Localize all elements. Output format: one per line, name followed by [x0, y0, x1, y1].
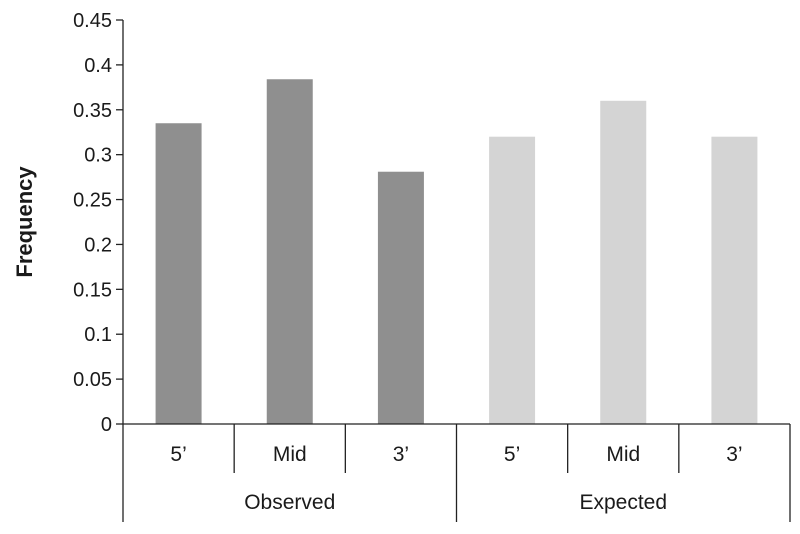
- x-group-label: Expected: [579, 491, 667, 514]
- x-category-label: 3’: [393, 443, 409, 466]
- y-tick-label: 0.3: [84, 145, 112, 167]
- bars: [155, 79, 758, 425]
- y-tick-label: 0.45: [73, 10, 112, 32]
- bar-observed-2: [266, 79, 313, 425]
- bar-observed-1: [155, 123, 202, 424]
- y-axis-label: Frequency: [12, 166, 37, 278]
- y-tick-label: 0.05: [73, 369, 112, 391]
- y-tick-label: 0.35: [73, 100, 112, 122]
- bar-expected-2: [600, 100, 647, 425]
- x-axis: 5’ Mid 3’ Observed 5’ Mid 3’ Expected: [122, 423, 791, 522]
- y-tick-label: 0.2: [84, 234, 112, 256]
- x-group-label: Observed: [244, 491, 335, 514]
- x-category-label: 5’: [170, 443, 186, 466]
- bar-expected-1: [489, 136, 536, 424]
- y-tick-label: 0.4: [84, 55, 112, 77]
- x-category-label: 5’: [504, 443, 520, 466]
- x-category-label: Mid: [273, 443, 307, 466]
- y-tick-label: 0.1: [84, 324, 112, 346]
- x-category-label: 3’: [726, 443, 742, 466]
- y-tick-label: 0.25: [73, 190, 112, 212]
- y-tick-label: 0: [101, 414, 112, 436]
- y-axis: 0 0.05 0.1 0.15 0.2 0.25 0.3 0.35 0.4 0.45: [73, 10, 124, 436]
- bar-observed-3: [377, 171, 424, 424]
- bar-expected-3: [711, 136, 758, 424]
- x-category-label: Mid: [606, 443, 640, 466]
- y-tick-label: 0.15: [73, 279, 112, 301]
